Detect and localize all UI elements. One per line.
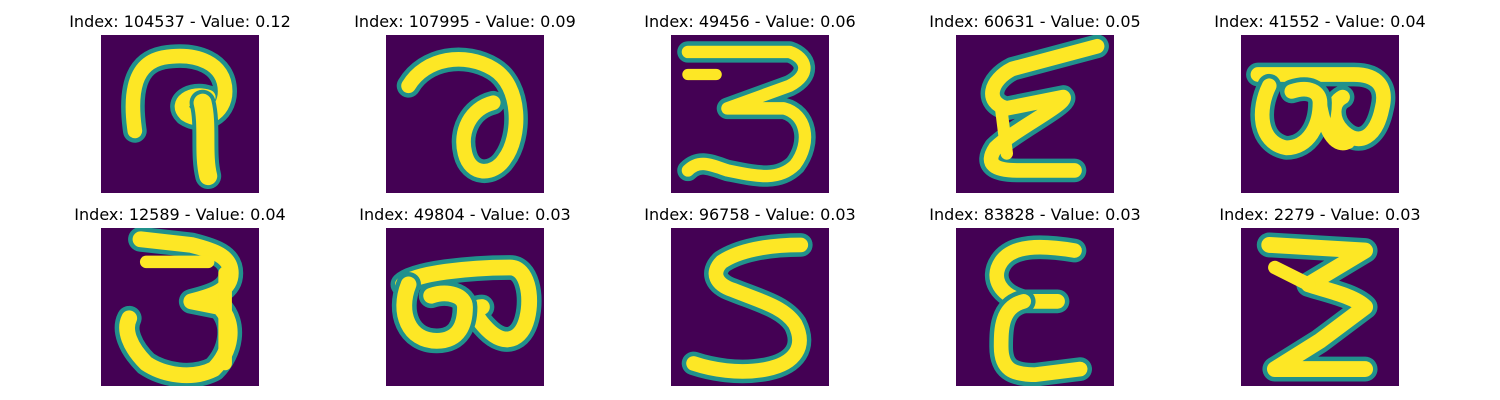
digit-panel-1: Index: 104537 - Value: 0.12 <box>15 0 345 193</box>
digit-image <box>386 35 544 193</box>
panel-title: Index: 104537 - Value: 0.12 <box>69 12 291 31</box>
digit-glyph-1 <box>121 44 237 190</box>
digit-panel-5: Index: 41552 - Value: 0.04 <box>1155 0 1485 193</box>
digit-glyph-7 <box>390 255 542 354</box>
digit-image <box>956 228 1114 386</box>
digit-image <box>386 228 544 386</box>
digit-glyph-4 <box>979 35 1109 183</box>
digit-glyph-5 <box>1246 62 1396 160</box>
digit-glyph-6 <box>114 228 244 386</box>
digit-glyph-3 <box>677 41 816 187</box>
panel-title: Index: 83828 - Value: 0.03 <box>929 205 1141 224</box>
digit-panel-10: Index: 2279 - Value: 0.03 <box>1155 193 1485 386</box>
digit-image <box>1241 228 1399 386</box>
digit-panel-8: Index: 96758 - Value: 0.03 <box>585 193 915 386</box>
digit-panel-3: Index: 49456 - Value: 0.06 <box>585 0 915 193</box>
panel-title: Index: 41552 - Value: 0.04 <box>1214 12 1426 31</box>
panel-title: Index: 107995 - Value: 0.09 <box>354 12 576 31</box>
digit-glyph-10 <box>1256 232 1378 382</box>
digit-panel-4: Index: 60631 - Value: 0.05 <box>870 0 1200 193</box>
digit-image <box>1241 35 1399 193</box>
digit-panel-7: Index: 49804 - Value: 0.03 <box>300 193 630 386</box>
panel-title: Index: 60631 - Value: 0.05 <box>929 12 1141 31</box>
digit-image <box>671 228 829 386</box>
panel-title: Index: 12589 - Value: 0.04 <box>74 205 286 224</box>
panel-title: Index: 49804 - Value: 0.03 <box>359 205 571 224</box>
digit-panel-6: Index: 12589 - Value: 0.04 <box>15 193 345 386</box>
digit-image <box>671 35 829 193</box>
digit-panel-2: Index: 107995 - Value: 0.09 <box>300 0 630 193</box>
digit-image <box>101 228 259 386</box>
panel-title: Index: 96758 - Value: 0.03 <box>644 205 856 224</box>
digit-glyph-9 <box>984 235 1092 386</box>
digit-glyph-2 <box>396 47 528 183</box>
digit-panel-9: Index: 83828 - Value: 0.03 <box>870 193 1200 386</box>
panel-title: Index: 49456 - Value: 0.06 <box>644 12 856 31</box>
digit-glyph-8 <box>681 233 813 384</box>
panel-title: Index: 2279 - Value: 0.03 <box>1219 205 1421 224</box>
digit-image <box>101 35 259 193</box>
digit-image <box>956 35 1114 193</box>
